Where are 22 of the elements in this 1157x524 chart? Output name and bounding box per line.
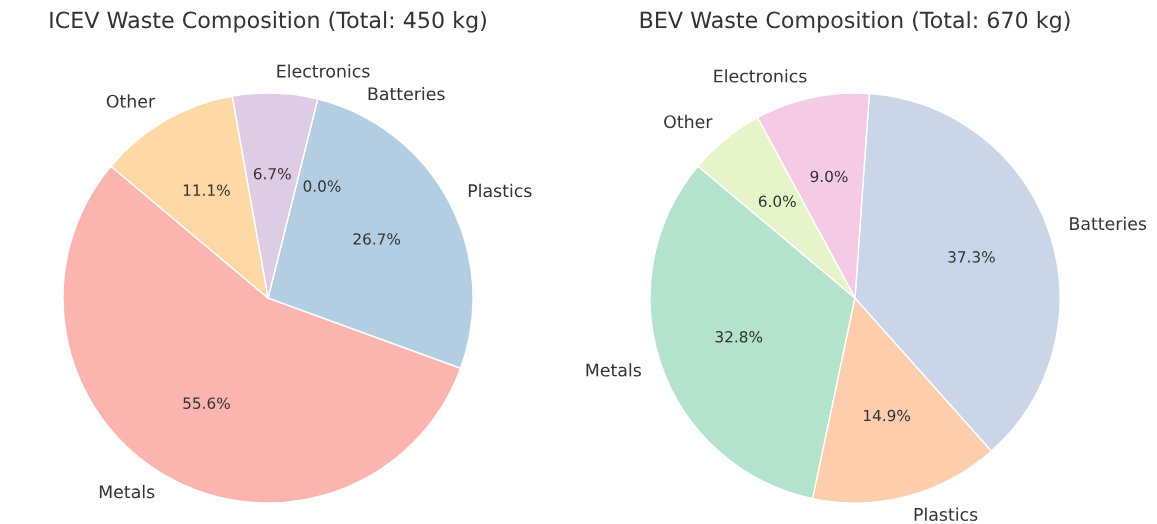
slice-label: Batteries [1070, 216, 1147, 231]
data-label: 6.7% [253, 167, 291, 180]
data-label: 9.0% [810, 170, 848, 183]
slice-label: Plastics [468, 183, 532, 198]
slice-label: Plastics [914, 507, 978, 521]
data-label: 55.6% [183, 397, 230, 409]
data-label: 32.8% [715, 331, 763, 343]
data-label: 6.0% [758, 195, 796, 208]
text: 0.0% [303, 180, 341, 192]
slice-label: Electronics [714, 69, 807, 83]
data-label: 26.7% [353, 233, 401, 245]
chart-title: BEV Waste Composition (Total: 670 kg) [640, 11, 1070, 33]
slice-label: Other [106, 94, 156, 108]
slice-label: Metals [99, 484, 155, 499]
slice-label: Electronics [277, 64, 370, 78]
data-label: 14.9% [864, 409, 911, 422]
category-label: Batteries [368, 86, 445, 101]
data-label: 37.3% [948, 251, 995, 263]
slice-label: Other [664, 114, 713, 129]
chart-title: ICEV Waste Composition (Total: 450 kg) [50, 11, 486, 33]
data-label: 11.1% [183, 184, 230, 196]
slice-label: Metals [586, 363, 641, 377]
